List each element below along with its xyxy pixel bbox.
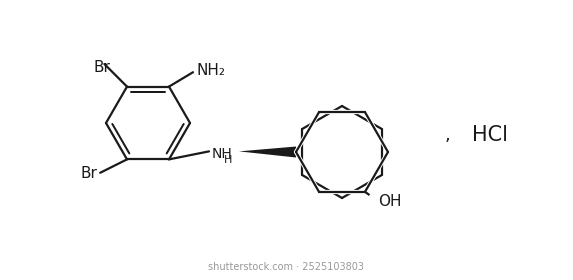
Text: NH: NH: [211, 147, 233, 161]
Polygon shape: [239, 146, 296, 157]
Text: Br: Br: [80, 166, 97, 181]
Text: ,: ,: [444, 126, 450, 144]
Text: Br: Br: [94, 60, 111, 75]
Text: H: H: [224, 155, 232, 165]
Text: shutterstock.com · 2525103803: shutterstock.com · 2525103803: [208, 262, 364, 272]
Text: OH: OH: [378, 194, 402, 209]
Text: HCl: HCl: [472, 125, 508, 145]
Text: NH₂: NH₂: [196, 63, 225, 78]
